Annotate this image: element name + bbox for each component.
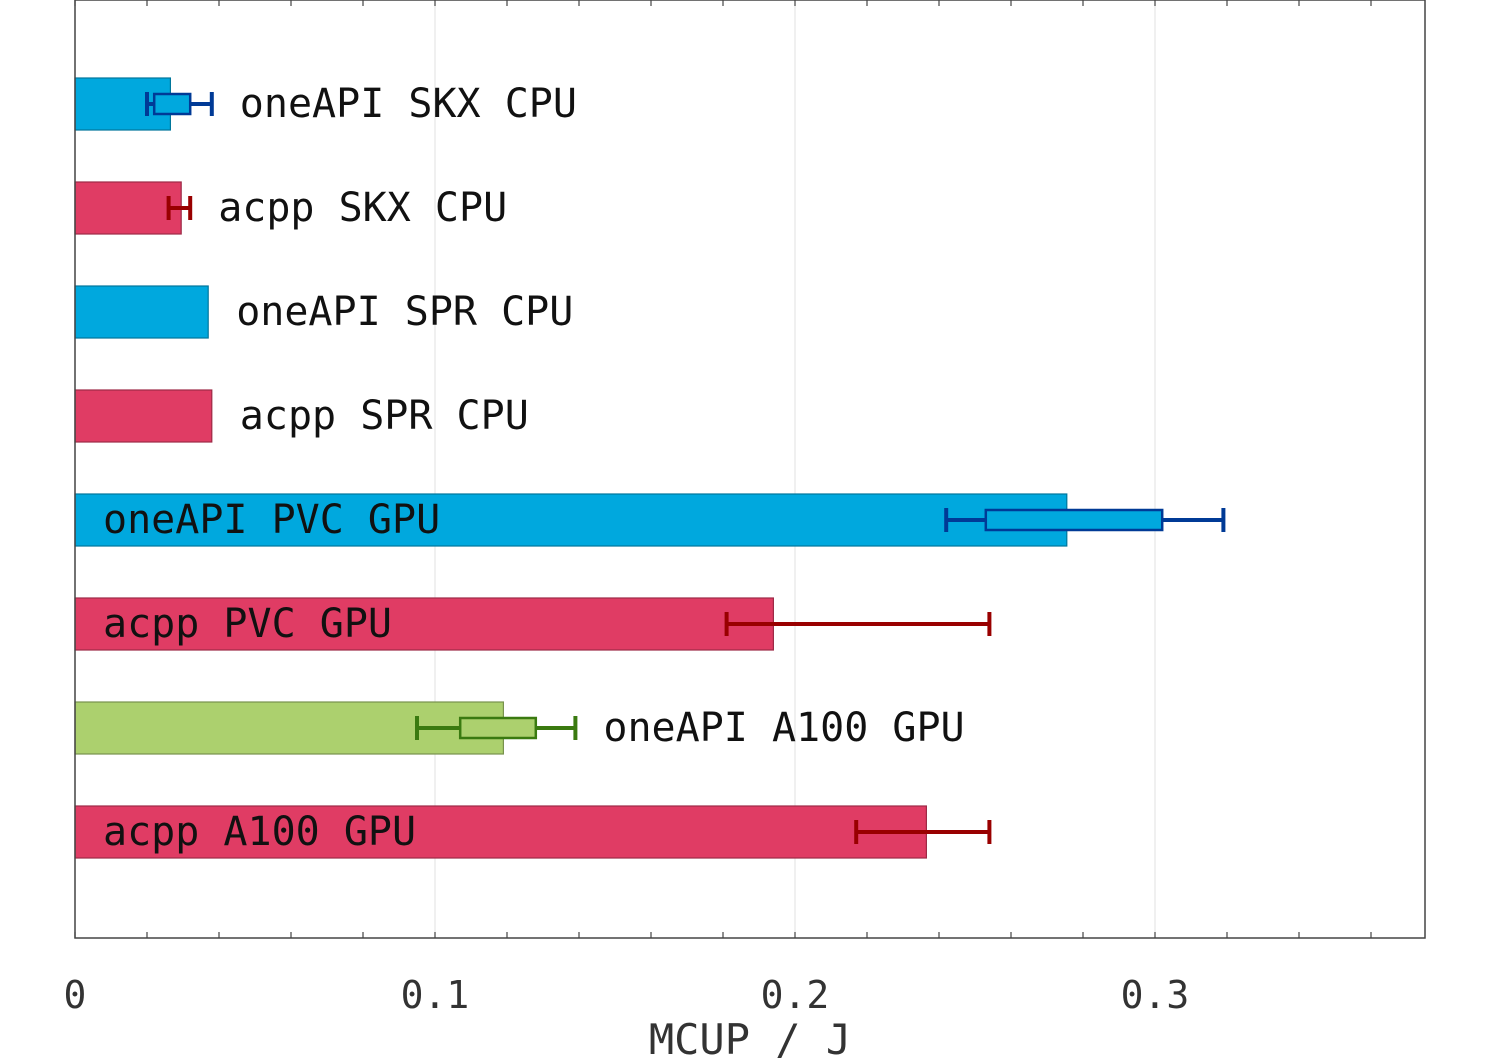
x-axis-title: MCUP / J [649, 1015, 851, 1061]
bar [74, 597, 775, 651]
bar [74, 805, 928, 859]
bar-label: oneAPI SKX CPU [240, 81, 577, 127]
range-box [458, 716, 538, 740]
bar-label: acpp A100 GPU [103, 809, 416, 855]
bar [74, 285, 209, 339]
x-tick-label: 0.1 [401, 973, 470, 1017]
bar-label: acpp PVC GPU [103, 601, 392, 647]
bar [74, 181, 182, 235]
x-ticks: 0 0.1 0.2 0.3 [64, 0, 1372, 1017]
x-tick-label: 0 [64, 973, 87, 1017]
bar-label: oneAPI PVC GPU [103, 497, 440, 543]
plot-background [75, 0, 1425, 938]
range-box [152, 92, 192, 116]
range-box [984, 508, 1164, 532]
bar-label: acpp SKX CPU [218, 185, 507, 231]
bar [74, 389, 213, 443]
bar-label: acpp SPR CPU [240, 393, 529, 439]
grid [434, 0, 1156, 938]
x-tick-label: 0.3 [1121, 973, 1190, 1017]
plot-frame [74, 0, 1426, 939]
bar-label: oneAPI A100 GPU [603, 705, 964, 751]
bar-label: oneAPI SPR CPU [236, 289, 573, 335]
bars: oneAPI SKX CPU acpp SKX CPU oneAPI SPR CPU… [74, 77, 1226, 859]
x-tick-label: 0.2 [761, 973, 830, 1017]
